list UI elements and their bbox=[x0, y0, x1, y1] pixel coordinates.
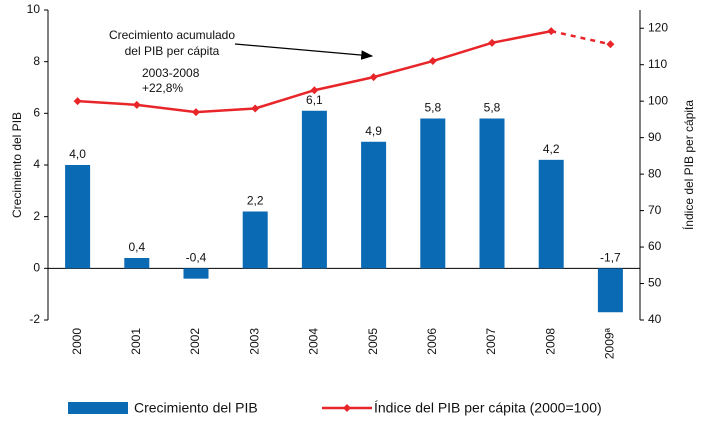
line-marker bbox=[310, 86, 319, 95]
annotation-detail: 2003-2008 bbox=[142, 66, 200, 80]
bar-value-label: 0,4 bbox=[128, 240, 145, 254]
legend-label: Índice del PIB per cápita (2000=100) bbox=[374, 400, 602, 416]
y2-tick-label: 110 bbox=[648, 57, 667, 71]
line-marker bbox=[606, 40, 615, 49]
line-dashed bbox=[550, 29, 611, 46]
y-tick-label: 2 bbox=[33, 209, 40, 223]
line-marker bbox=[369, 73, 378, 82]
y2-tick-label: 50 bbox=[648, 276, 662, 290]
x-tick-label: 2002 bbox=[188, 328, 202, 355]
line-marker bbox=[547, 27, 556, 36]
line-marker bbox=[192, 108, 200, 117]
legend-swatch bbox=[68, 402, 128, 414]
annotation-text: Crecimiento acumulado bbox=[109, 28, 235, 42]
x-tick-label: 2009ª bbox=[603, 327, 617, 359]
x-tick-label: 2008 bbox=[543, 328, 557, 355]
bar-value-label: 4,9 bbox=[365, 124, 382, 138]
bar bbox=[242, 211, 268, 269]
annotation-text: del PIB per cápita bbox=[125, 44, 220, 58]
y2-tick-label: 80 bbox=[648, 166, 662, 180]
y-tick-label: 8 bbox=[33, 54, 40, 68]
x-tick-label: 2005 bbox=[366, 328, 380, 355]
y2-tick-label: 40 bbox=[648, 312, 662, 326]
bar-value-label: 5,8 bbox=[424, 101, 441, 115]
bar bbox=[420, 118, 446, 269]
bar-value-label: 6,1 bbox=[306, 93, 323, 107]
bar bbox=[65, 165, 91, 269]
bar bbox=[124, 258, 150, 269]
y2-tick-label: 60 bbox=[648, 239, 662, 253]
bar bbox=[597, 268, 623, 313]
y2-tick-label: 100 bbox=[648, 93, 668, 107]
line-marker bbox=[488, 38, 496, 47]
bar-value-label: -0,4 bbox=[186, 251, 207, 265]
y2-axis-label: Índice del PIB per cápita bbox=[681, 100, 696, 230]
y-tick-label: 10 bbox=[27, 2, 41, 16]
line-marker bbox=[73, 97, 82, 106]
x-tick-label: 2007 bbox=[484, 328, 498, 355]
x-tick-label: 2003 bbox=[247, 328, 261, 355]
y-tick-label: 6 bbox=[33, 106, 40, 120]
bar-value-label: -1,7 bbox=[600, 251, 621, 265]
bar bbox=[183, 268, 209, 279]
y2-tick-label: 70 bbox=[648, 203, 662, 217]
legend-marker bbox=[343, 404, 351, 412]
bar bbox=[538, 159, 564, 269]
line-marker bbox=[251, 104, 260, 113]
annotation-detail: +22,8% bbox=[142, 81, 183, 95]
x-tick-label: 2001 bbox=[129, 328, 143, 355]
y2-tick-label: 90 bbox=[648, 130, 662, 144]
bar-value-label: 4,0 bbox=[69, 147, 86, 161]
x-tick-label: 2000 bbox=[70, 328, 84, 355]
x-tick-label: 2004 bbox=[307, 328, 321, 355]
legend-label: Crecimiento del PIB bbox=[134, 400, 258, 416]
y-tick-label: -2 bbox=[29, 312, 40, 326]
y-axis-label: Crecimiento del PIB bbox=[10, 112, 24, 218]
line-marker bbox=[132, 100, 141, 109]
y2-tick-label: 120 bbox=[648, 20, 668, 34]
bar-value-label: 5,8 bbox=[484, 101, 501, 115]
bar bbox=[479, 118, 505, 269]
line-marker bbox=[428, 57, 437, 66]
x-tick-label: 2006 bbox=[425, 328, 439, 355]
y-tick-label: 4 bbox=[33, 157, 40, 171]
y-tick-label: 0 bbox=[33, 261, 40, 275]
bar-value-label: 4,2 bbox=[543, 142, 560, 156]
annotation-arrow bbox=[234, 43, 374, 60]
bar bbox=[361, 141, 387, 269]
bar bbox=[301, 110, 327, 269]
bar-value-label: 2,2 bbox=[247, 194, 264, 208]
